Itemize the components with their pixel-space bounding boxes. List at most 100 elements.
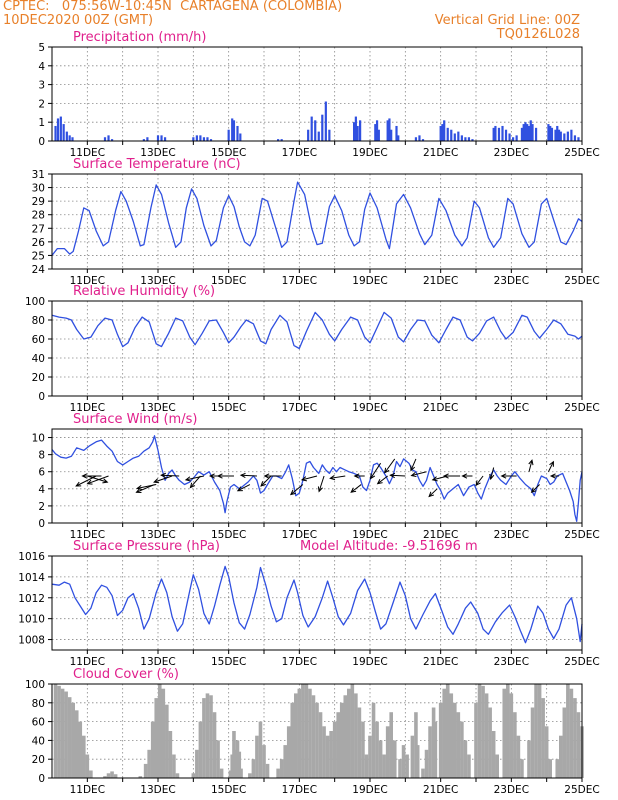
precip-bar	[443, 120, 446, 141]
precip-bar	[439, 125, 442, 141]
precip-bar	[314, 120, 317, 141]
wind-arrow	[189, 475, 201, 489]
y-tick-label: 1	[38, 117, 45, 129]
y-tick-label: 25	[32, 250, 45, 262]
precip-bar	[563, 133, 566, 141]
cloud-bar	[74, 710, 79, 778]
x-tick-label: 19DEC	[352, 147, 387, 159]
y-tick-label: 1014	[18, 572, 45, 584]
precip-bar	[206, 137, 209, 141]
wind-arrow	[260, 475, 272, 487]
precip-bar	[324, 101, 327, 141]
cloud-bar	[401, 745, 406, 778]
y-tick-label: 26	[32, 237, 46, 249]
cloud-bar	[154, 698, 159, 778]
precip-bar	[524, 122, 527, 141]
precip-bar	[494, 125, 497, 141]
x-tick-label: 15DEC	[211, 402, 246, 414]
x-tick-label: 11DEC	[70, 784, 105, 796]
wind-arrow	[216, 473, 234, 479]
x-tick-label: 15DEC	[211, 529, 246, 541]
cloud-bar	[410, 735, 415, 778]
precip-bar	[142, 139, 145, 141]
cloud-bar	[389, 712, 393, 778]
precip-bar	[386, 120, 389, 141]
wind-panel: Surface Wind (m/s) 0 2 4 6 8 10 11DEC 13DEC 15DEC…	[32, 412, 600, 541]
wind-arrow	[461, 473, 473, 479]
y-tick-label: 5	[38, 42, 45, 54]
y-tick-label: 20	[32, 372, 45, 384]
pres-title: Surface Pressure (hPa)	[73, 539, 220, 554]
pres-panel: Surface Pressure (hPa) Model Altitude: -9…	[18, 539, 599, 668]
precip-bar	[68, 135, 71, 141]
precip-title: Precipitation (mm/h)	[73, 30, 206, 45]
x-tick-label: 17DEC	[282, 656, 317, 668]
cloud-bar	[237, 751, 242, 778]
y-tick-label: 0	[38, 136, 45, 148]
x-tick-label: 25DEC	[564, 275, 599, 287]
wind-series-line	[51, 435, 583, 522]
wind-arrow	[528, 459, 534, 472]
x-tick-label: 15DEC	[211, 784, 246, 796]
y-tick-label: 40	[32, 735, 45, 747]
precip-bar	[464, 137, 467, 141]
precip-bar	[328, 129, 331, 141]
x-tick-label: 23DEC	[494, 147, 529, 159]
wind-arrow	[475, 475, 484, 487]
precip-bar	[107, 135, 110, 141]
cloud-bar	[297, 688, 302, 778]
wind-arrow	[376, 475, 388, 485]
y-tick-label: 80	[32, 315, 45, 327]
wind-arrow	[547, 460, 554, 472]
cloud-bar	[71, 702, 75, 778]
cloud-bar	[375, 721, 379, 778]
x-tick-label: 21DEC	[423, 402, 458, 414]
cloud-bar	[209, 695, 213, 778]
cloud-bar	[106, 773, 111, 778]
x-tick-label: 17DEC	[282, 784, 317, 796]
cloud-bar	[279, 759, 284, 778]
precip-bar	[71, 137, 74, 141]
y-tick-label: 3	[38, 80, 45, 92]
precip-bar	[227, 129, 230, 141]
cloud-bar	[290, 702, 295, 778]
cloud-bar	[329, 731, 333, 778]
x-tick-label: 21DEC	[423, 656, 458, 668]
cloud-bar	[198, 721, 203, 778]
cloud-bar	[368, 735, 372, 778]
precip-bar	[375, 120, 379, 141]
precip-bar	[457, 131, 460, 141]
cloud-bar	[343, 695, 348, 778]
x-tick-label: 17DEC	[282, 275, 317, 287]
wind-arrow	[136, 484, 157, 491]
cloud-bar	[569, 688, 574, 778]
cloud-bar	[103, 776, 107, 778]
cloud-bar	[481, 685, 485, 778]
cloud-bar	[506, 684, 510, 778]
wind-arrow	[317, 475, 325, 493]
x-tick-label: 23DEC	[494, 275, 529, 287]
y-tick-label: 4	[38, 484, 45, 496]
cloud-bar	[520, 759, 524, 778]
precip-bar	[195, 135, 198, 141]
y-tick-label: 30	[32, 183, 45, 195]
cloud-bar	[332, 721, 337, 778]
cloud-bar	[544, 726, 549, 778]
x-tick-label: 15DEC	[211, 656, 246, 668]
precip-bar	[547, 124, 550, 141]
cloud-bar	[559, 735, 563, 778]
precip-panel: Precipitation (mm/h) 0 1 2 3 4 5 11DEC 13DEC 15DE…	[38, 30, 599, 159]
x-tick-label: 13DEC	[140, 784, 175, 796]
precip-bar	[554, 129, 557, 141]
rh-frame	[51, 300, 583, 397]
precip-bar	[501, 125, 504, 141]
precip-bar	[202, 137, 206, 141]
cloud-bar	[294, 693, 298, 778]
y-tick-label: 1008	[18, 635, 45, 647]
y-tick-label: 10	[32, 433, 45, 445]
cloud-bar	[64, 691, 68, 778]
cloud-bar	[495, 754, 499, 778]
y-tick-label: 2	[38, 501, 45, 513]
cloud-bar	[322, 726, 326, 778]
